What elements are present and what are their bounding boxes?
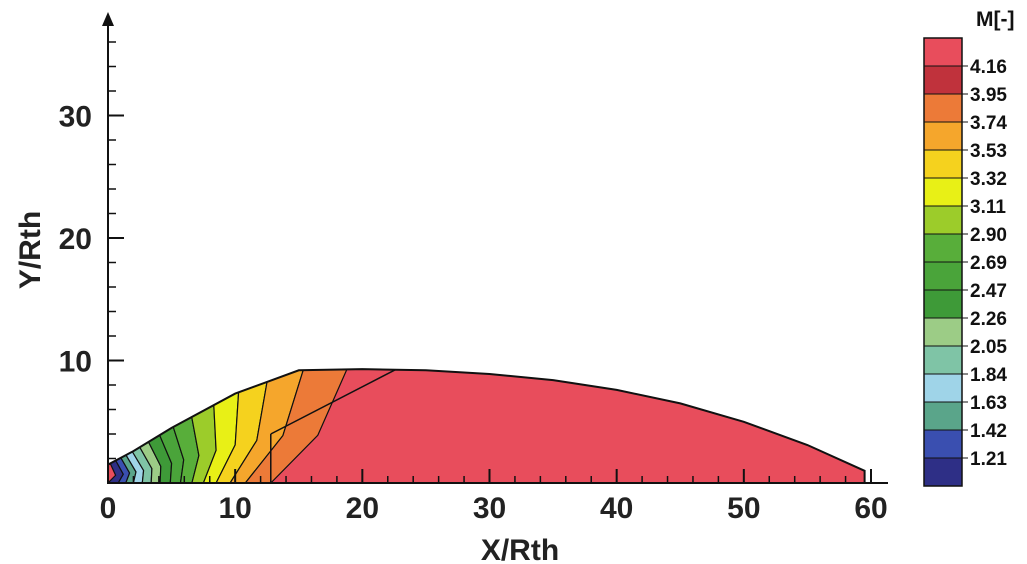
x-tick-label: 10 [218,492,251,525]
x-tick-label: 60 [854,492,887,525]
legend-label: 3.32 [970,169,1007,190]
legend-label: 1.21 [970,449,1007,470]
legend-label: 2.26 [970,309,1007,330]
legend-label: 2.05 [970,337,1007,358]
legend-label: 2.69 [970,253,1007,274]
x-tick-label: 50 [727,492,760,525]
legend-title: M[-] [976,8,1014,31]
colorbar-segment [923,401,963,431]
colorbar-segment [923,233,963,263]
colorbar-segment [923,37,963,67]
x-tick-label: 20 [346,492,379,525]
legend-label: 2.47 [970,281,1007,302]
x-tick-label: 0 [100,492,117,525]
legend-label: 1.63 [970,393,1007,414]
contour-field [108,369,865,483]
y-tick-label: 10 [59,346,92,379]
legend-label: 3.95 [970,85,1007,106]
axes: 0 10 20 30 40 50 60 10 20 30 X/Rth Y/Rth [14,12,888,564]
legend-label: 2.90 [970,225,1007,246]
legend-label: 3.53 [970,141,1007,162]
colorbar-segment [923,457,963,487]
colorbar-segment [923,261,963,291]
y-tick-label: 20 [59,223,92,256]
legend-label: 3.74 [970,113,1007,134]
y-axis-label: Y/Rth [14,211,47,289]
colorbar-segment [923,429,963,459]
domain-boundary [107,368,866,484]
contour-band [229,369,307,483]
colorbar-segment [923,65,963,95]
legend-label: 4.16 [970,57,1007,78]
colorbar-segment [923,289,963,319]
colorbar-segment [923,205,963,235]
colorbar-segment [923,373,963,403]
colorbar-legend: M[-] 1.21 1.42 1.63 1.84 2.05 2.26 2.47 2.69 2.90… [923,8,1014,487]
y-tick-label: 30 [59,101,92,134]
colorbar-segment [923,121,963,151]
colorbar-segment [923,149,963,179]
colorbar-segment [923,177,963,207]
x-axis-label: X/Rth [481,534,559,564]
x-tick-label: 30 [473,492,506,525]
colorbar-segment [923,345,963,375]
legend-label: 3.11 [970,197,1006,218]
colorbar-segment [923,93,963,123]
y-axis-arrow-icon [102,12,114,26]
colorbar-segment [923,317,963,347]
x-tick-label: 40 [600,492,633,525]
legend-label: 1.84 [970,365,1007,386]
contour-line [270,369,398,435]
legend-label: 1.42 [970,421,1007,442]
